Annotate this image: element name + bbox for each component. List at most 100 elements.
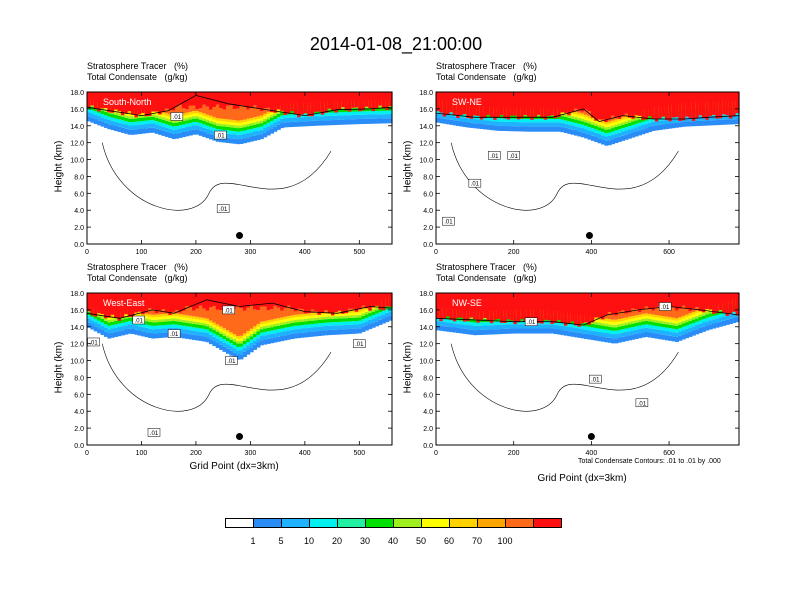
tracer-cell [212, 324, 217, 328]
tracer-cell [698, 311, 703, 315]
tracer-cell [331, 329, 335, 335]
tracer-cell [334, 293, 339, 313]
tracer-cell [611, 319, 616, 323]
tracer-cell [263, 331, 268, 336]
tracer-cell [181, 293, 186, 311]
tracer-cell [181, 108, 186, 114]
tracer-cell [567, 323, 572, 327]
tracer-cell [270, 124, 274, 129]
tracer-cell [671, 118, 676, 124]
tracer-cell [651, 333, 656, 339]
tracer-cell [436, 110, 440, 114]
tracer-cell [209, 323, 213, 326]
tracer-cell [286, 122, 291, 128]
tracer-cell [290, 309, 295, 316]
tracer-cell [117, 113, 122, 116]
tracer-cell [621, 323, 626, 326]
tracer-cell [611, 139, 616, 145]
tracer-cell [631, 318, 636, 322]
tracer-cell [144, 117, 149, 121]
tracer-cell [198, 130, 203, 136]
tracer-cell [178, 92, 183, 105]
tracer-cell [712, 115, 717, 121]
contour-label-text: .01 [355, 342, 364, 348]
tracer-cell [300, 308, 305, 315]
tracer-cell [701, 116, 706, 121]
tracer-cell [242, 338, 247, 341]
tracer-cell [110, 92, 115, 113]
tracer-cell [361, 118, 366, 124]
tracer-cell [567, 92, 572, 116]
tracer-cell [523, 126, 528, 132]
tracer-cell [732, 115, 737, 120]
tracer-cell [456, 320, 461, 324]
tracer-cell [361, 310, 366, 314]
tracer-cell [351, 115, 356, 120]
tracer-cell [229, 350, 234, 356]
tracer-cell [270, 120, 274, 125]
tracer-cell [242, 119, 247, 123]
tracer-cell [681, 323, 686, 327]
tracer-cell [178, 312, 183, 315]
tracer-cell [705, 311, 710, 315]
tracer-cell [93, 318, 98, 323]
tracer-cell [259, 321, 264, 325]
tracer-cell [436, 293, 440, 319]
tracer-cell [259, 115, 264, 119]
tracer-cell [456, 323, 461, 328]
tracer-cell [375, 313, 380, 318]
tracer-cell [236, 125, 241, 129]
tracer-cell [181, 115, 186, 119]
tracer-cell [543, 119, 548, 123]
tracer-cell [158, 325, 163, 329]
tracer-cell [621, 320, 626, 324]
tracer-cell [168, 128, 173, 133]
tracer-cell [300, 293, 305, 309]
tracer-cell [483, 92, 488, 119]
tracer-cell [90, 113, 95, 118]
tracer-cell [114, 324, 119, 328]
tracer-cell [361, 322, 366, 327]
tracer-cell [483, 322, 488, 326]
tracer-cell [124, 121, 129, 125]
tracer-cell [181, 118, 186, 122]
tracer-cell [712, 323, 717, 329]
tracer-cell [178, 121, 183, 126]
tracer-cell [270, 112, 274, 116]
tracer-cell [341, 115, 346, 120]
tracer-cell [675, 320, 679, 324]
tracer-cell [614, 334, 619, 339]
tracer-cell [236, 343, 241, 347]
tracer-cell [611, 334, 616, 339]
tracer-cell [253, 124, 258, 129]
tracer-cell [530, 324, 535, 329]
tracer-cell [134, 121, 139, 126]
tracer-cell [337, 119, 342, 125]
tracer-cell [368, 313, 373, 317]
tracer-cell [668, 119, 673, 124]
tracer-cell [239, 335, 244, 339]
tracer-cell [259, 134, 264, 140]
tracer-cell [158, 316, 163, 320]
tracer-cell [506, 126, 511, 132]
tracer-cell [259, 306, 264, 322]
tracer-cell [550, 119, 555, 123]
tracer-cell [446, 322, 451, 327]
tracer-cell [300, 316, 305, 320]
tracer-cell [320, 293, 325, 313]
tracer-cell [232, 336, 237, 340]
tracer-cell [449, 319, 454, 323]
tracer-cell [638, 319, 642, 323]
tracer-cell [493, 325, 498, 330]
tracer-cell [127, 324, 132, 329]
tracer-cell [324, 116, 329, 121]
tracer-cell [239, 308, 244, 336]
tracer-cell [587, 115, 592, 119]
tracer-cell [641, 309, 646, 314]
tracer-cell [229, 293, 234, 311]
tracer-cell [293, 314, 298, 318]
tracer-cell [358, 328, 363, 334]
tracer-cell [256, 92, 261, 109]
tracer-cell [276, 124, 281, 130]
tracer-cell [259, 326, 264, 330]
